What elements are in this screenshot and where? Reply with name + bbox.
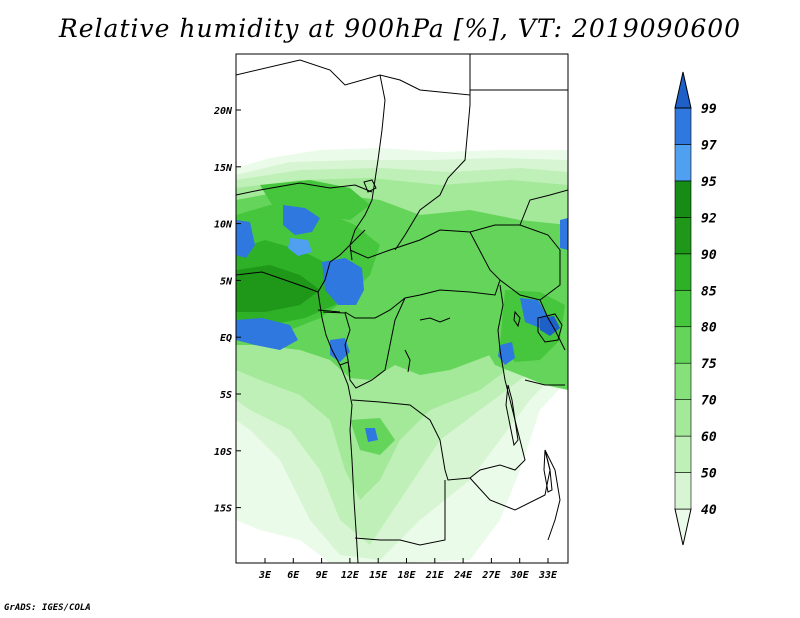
- lake-albert: [513, 310, 521, 328]
- rh-band-92: [236, 265, 320, 312]
- lon-label: 21E: [425, 570, 445, 581]
- rh-core-gulf: [236, 318, 298, 350]
- colorbar-label: 70: [701, 394, 717, 409]
- colorbar-label: 90: [701, 248, 717, 263]
- lon-label: 33E: [538, 570, 558, 581]
- colorbar-label: 75: [701, 357, 717, 372]
- lat-label: 10N: [214, 220, 233, 231]
- rh-core-west: [236, 220, 255, 258]
- rh-core-kivu: [498, 342, 515, 365]
- rh-core-east-edge: [560, 218, 568, 250]
- colorbar-box: [674, 253, 692, 291]
- rh-core-nigeria-b: [288, 238, 312, 256]
- colorbar-label: 80: [701, 321, 717, 336]
- boundary-drc-angola: [351, 399, 471, 481]
- country-boundaries: [236, 54, 568, 563]
- river-congo: [419, 317, 451, 323]
- lon-label: 27E: [481, 570, 501, 581]
- colorbar-box: [674, 326, 692, 364]
- lake-tanganyika: [505, 384, 519, 447]
- colorbar-label: 40: [701, 503, 717, 518]
- coastline-gulf: [236, 271, 359, 563]
- boundary-car: [344, 229, 501, 319]
- humidity-field: [236, 148, 568, 563]
- colorbar-box: [674, 217, 692, 255]
- grads-credit: GrADS: IGES/COLA: [4, 603, 91, 613]
- lon-label: 18E: [397, 570, 416, 581]
- boundary-ethiopia: [519, 189, 568, 226]
- lake-victoria: [537, 313, 563, 343]
- boundary-congo-gabon: [322, 297, 406, 389]
- colorbar-box: [674, 362, 692, 400]
- rh-core-drc: [365, 428, 378, 442]
- boundary-algeria-libya: [236, 54, 471, 96]
- lon-label: 9E: [316, 570, 329, 581]
- colorbar-box: [674, 144, 692, 182]
- lat-label: 5N: [220, 276, 233, 287]
- colorbar-box: [674, 472, 692, 510]
- boundary-uganda-kenya: [539, 299, 566, 351]
- colorbar-label: 50: [701, 467, 717, 482]
- colorbar-top-arrow: [674, 71, 692, 109]
- colorbar-box: [674, 435, 692, 473]
- latitude-axis: 20N 15N 10N 5N EQ 5S 10S 15S: [213, 106, 241, 515]
- lon-label: 30E: [510, 570, 530, 581]
- lat-label: 5S: [220, 390, 232, 401]
- colorbar-bottom-arrow: [674, 508, 692, 546]
- lon-label: 24E: [453, 570, 473, 581]
- lon-label: 12E: [341, 570, 360, 581]
- chart-title: Relative humidity at 900hPa [%], VT: 201…: [58, 14, 742, 43]
- lat-label: 10S: [214, 447, 232, 458]
- plot-frame: [235, 53, 569, 564]
- colorbar-label: 99: [701, 102, 717, 117]
- lat-label: EQ: [220, 333, 232, 344]
- colorbar-label: 97: [701, 138, 717, 153]
- boundary-eqguinea: [317, 309, 341, 313]
- boundary-southsudan: [469, 224, 561, 301]
- lat-label: 15N: [214, 163, 233, 174]
- lake-malawi: [543, 449, 553, 493]
- boundary-malawi: [544, 449, 561, 541]
- longitude-axis: 3E 6E 9E 12E 15E 18E 21E 24E 27E 30E 33E: [258, 558, 558, 581]
- boundary-angola-zambia: [354, 480, 446, 546]
- boundary-nigeria-cameroon: [317, 229, 366, 293]
- colorbar-box: [674, 399, 692, 437]
- colorbar-box: [674, 107, 692, 145]
- colorbar-label: 92: [701, 211, 717, 226]
- boundary-niger-nigeria: [236, 182, 373, 196]
- lat-label: 20N: [213, 106, 233, 117]
- boundary-chad-sudan: [394, 95, 471, 251]
- boundary-niger-chad: [349, 74, 386, 261]
- colorbar-label: 95: [701, 175, 717, 190]
- boundary-tanzania: [524, 379, 565, 386]
- colorbar-label: 85: [701, 284, 717, 299]
- boundary-cabinda: [339, 361, 351, 373]
- lon-label: 6E: [287, 570, 300, 581]
- colorbar: 40 50 60 70 75 80 85 90 92 95 97 99: [674, 71, 717, 546]
- colorbar-label: 60: [701, 430, 717, 445]
- lat-label: 15S: [214, 504, 232, 515]
- rh-core-cameroon: [322, 258, 364, 305]
- colorbar-box: [674, 289, 692, 328]
- river-ubangi: [404, 349, 411, 373]
- lon-label: 15E: [369, 570, 388, 581]
- rh-band-85-east: [500, 290, 565, 362]
- lon-label: 3E: [258, 570, 272, 581]
- colorbar-box: [674, 180, 692, 218]
- rh-core-nigeria: [283, 205, 320, 235]
- lakes: [363, 179, 563, 493]
- lake-chad: [363, 179, 377, 193]
